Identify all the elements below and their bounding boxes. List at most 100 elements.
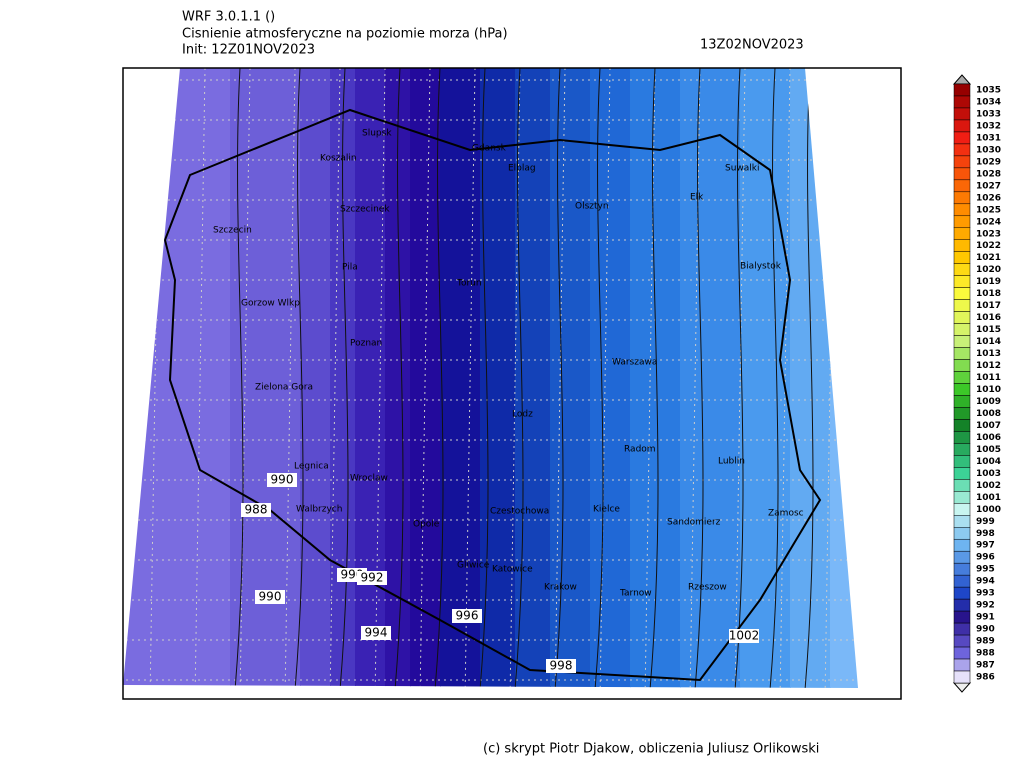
contour-label-box (241, 503, 271, 517)
colorbar-cell (953, 287, 971, 300)
colorbar-label: 1021 (976, 253, 1001, 263)
colorbar-cell (953, 167, 971, 181)
pressure-band (680, 68, 741, 688)
isobar (804, 68, 814, 688)
colorbar-label: 991 (976, 613, 995, 623)
colorbar-label: 1015 (976, 325, 1001, 335)
colorbar-cell (953, 191, 971, 205)
colorbar-cell (953, 634, 971, 648)
colorbar-cell (953, 251, 971, 264)
isobar (339, 68, 349, 688)
city-label: Torun (456, 279, 482, 289)
colorbar-label: 1016 (976, 313, 1001, 323)
colorbar-cell (953, 371, 971, 384)
colorbar-label: 1025 (976, 205, 1001, 215)
colorbar-label: 1008 (976, 409, 1001, 419)
pressure-band (630, 68, 681, 688)
contour-label: 996 (456, 609, 479, 623)
city-label: Sandomierz (667, 518, 721, 528)
colorbar-cell (953, 215, 971, 229)
colorbar-cell (953, 610, 971, 624)
contour-label-box (267, 473, 297, 487)
contour-label: 988 (245, 503, 268, 517)
colorbar-cell (953, 491, 971, 504)
init-time: Init: 12Z01NOV2023 (182, 43, 315, 58)
colorbar-label: 988 (976, 649, 995, 659)
colorbar-label: 987 (976, 661, 995, 671)
city-label: Lodz (512, 410, 533, 420)
contour-label-box (546, 659, 576, 673)
city-label: Olsztyn (575, 202, 609, 212)
colorbar-cell (953, 395, 971, 408)
colorbar-cell (953, 83, 971, 97)
colorbar-cell (953, 670, 971, 684)
colorbar-label: 1000 (976, 505, 1001, 515)
contour-label: 990 (271, 473, 294, 487)
colorbar-label: 1014 (976, 337, 1001, 347)
colorbar-label: 1005 (976, 445, 1001, 455)
city-label: Zamosc (768, 509, 804, 519)
colorbar-cell (953, 574, 971, 588)
colorbar-cell (953, 203, 971, 217)
isobar (554, 68, 564, 688)
colorbar-cell (953, 586, 971, 600)
footer: (c) skrypt Piotr Djakow, obliczenia Juli… (483, 742, 819, 757)
city-label: Pila (342, 263, 358, 273)
city-label: Rzeszow (688, 583, 727, 593)
pressure-band (590, 68, 631, 688)
colorbar-cell (953, 479, 971, 492)
colorbar-cell (953, 179, 971, 193)
pressure-band (550, 68, 591, 688)
colorbar-label: 1009 (976, 397, 1001, 407)
contour-label: 998 (550, 659, 573, 673)
colorbar-label: 1035 (976, 85, 1001, 95)
colorbar-cell (953, 407, 971, 420)
city-label: Radom (624, 445, 656, 455)
colorbar-label: 1019 (976, 277, 1001, 287)
contour-label-box (361, 626, 391, 640)
colorbar-label: 997 (976, 541, 995, 551)
valid-time: 13Z02NOV2023 (700, 38, 804, 53)
colorbar-label: 1006 (976, 433, 1001, 443)
colorbar-label: 1023 (976, 229, 1001, 239)
pressure-band (440, 68, 481, 688)
colorbar-label: 1026 (976, 193, 1001, 203)
colorbar-label: 999 (976, 517, 995, 527)
city-label: Koszalin (320, 154, 357, 164)
colorbar-cell (953, 347, 971, 360)
colorbar-label: 1028 (976, 169, 1001, 179)
isobar (769, 68, 779, 688)
colorbar-label: 1024 (976, 217, 1001, 227)
isobar (734, 68, 744, 688)
city-label: Krakow (544, 583, 577, 593)
colorbar-label: 1033 (976, 109, 1001, 119)
isobar (294, 68, 304, 688)
colorbar-label: 1004 (976, 457, 1001, 467)
isobar (594, 68, 604, 688)
city-label: Szczecinek (340, 205, 390, 215)
city-label: Bialystok (740, 262, 782, 272)
city-label: Wroclaw (350, 474, 388, 484)
graticule (870, 68, 880, 700)
colorbar-cell (953, 550, 971, 564)
colorbar-cell (953, 455, 971, 468)
colorbar-label: 986 (976, 673, 995, 683)
colorbar-cell (953, 503, 971, 516)
city-label: Walbrzych (296, 505, 342, 515)
colorbar-label: 1032 (976, 121, 1001, 131)
colorbar-label: 998 (976, 529, 995, 539)
colorbar-label: 1022 (976, 241, 1001, 251)
colorbar-cell (953, 359, 971, 372)
colorbar-label: 1031 (976, 133, 1001, 143)
colorbar-label: 1030 (976, 145, 1001, 155)
colorbar-label: 1012 (976, 361, 1001, 371)
colorbar-cell (953, 538, 971, 552)
contour-label: 994 (365, 626, 388, 640)
colorbar-label: 994 (976, 577, 995, 587)
city-label: Kielce (593, 505, 620, 515)
pressure-field (123, 68, 880, 700)
colorbar-cell (953, 598, 971, 612)
model: WRF 3.0.1.1 () (182, 10, 275, 25)
